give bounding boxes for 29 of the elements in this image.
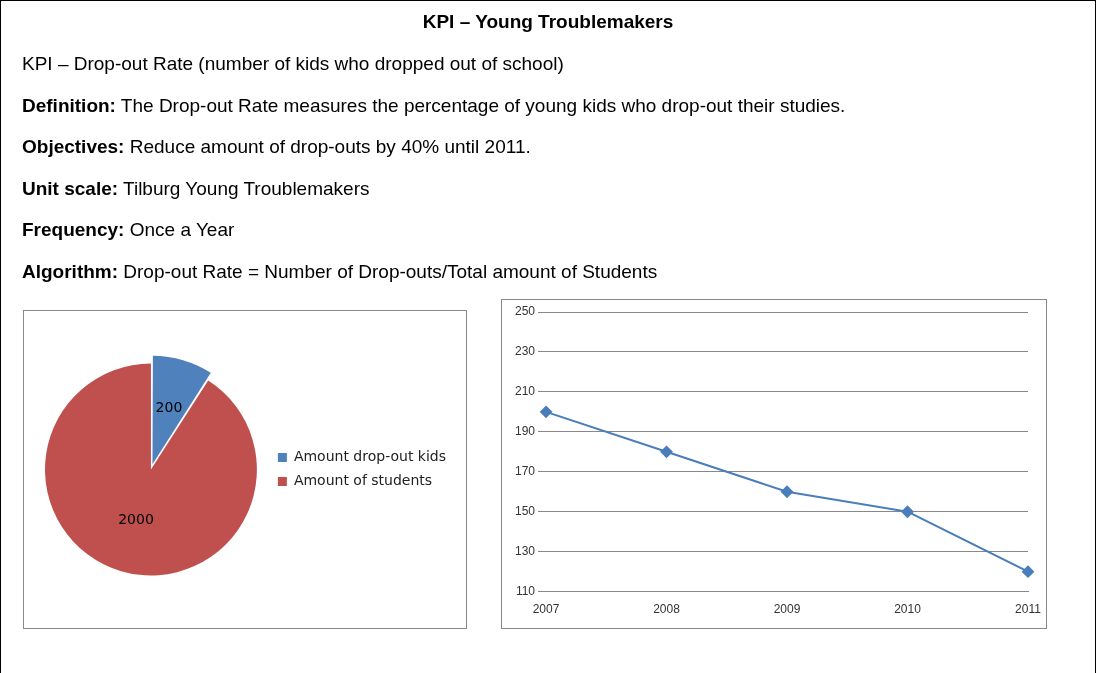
text: Objectives: Reduce amount of drop-outs by 40% until 2011. [22,136,531,158]
y-tick-label: 210 [514,384,536,399]
text: Definition: The Drop-out Rate measures the percentage of young kids who drop-out their studies. [22,94,846,117]
y-tick-label: 110 [515,583,536,598]
y-tick-label: 230 [514,344,536,359]
y-tick-label: 130 [514,543,536,558]
point [660,445,673,458]
x-tick-label: 2010 [894,602,922,617]
point [781,485,794,498]
text: KPI – Drop-out Rate (number of kids who dropped out of school) [22,53,564,75]
y-tick-label: 170 [514,464,536,479]
point [901,505,914,518]
x-tick-label: 2011 [1015,602,1042,617]
text: KPI – Young Troublemakers [421,11,675,33]
legend-label: Amount of students [293,472,433,489]
text: Unit scale: Tilburg Young Troublemakers [22,177,370,200]
x-tick-label: 2007 [532,602,560,617]
data-label: 200 [155,398,183,415]
y-tick-label: 250 [514,304,536,319]
data-label: 2000 [118,510,154,527]
y-tick-label: 190 [514,424,536,439]
x-tick-label: 2009 [773,602,801,617]
x-tick-label: 2008 [653,602,681,617]
point [540,405,553,418]
legend-label: Amount drop-out kids [293,448,446,465]
point [1022,565,1034,578]
text: Algorithm: Drop-out Rate = Number of Drop-outs/Total amount of Students [22,260,658,283]
text: Frequency: Once a Year [22,219,235,241]
y-tick-label: 150 [514,504,536,519]
